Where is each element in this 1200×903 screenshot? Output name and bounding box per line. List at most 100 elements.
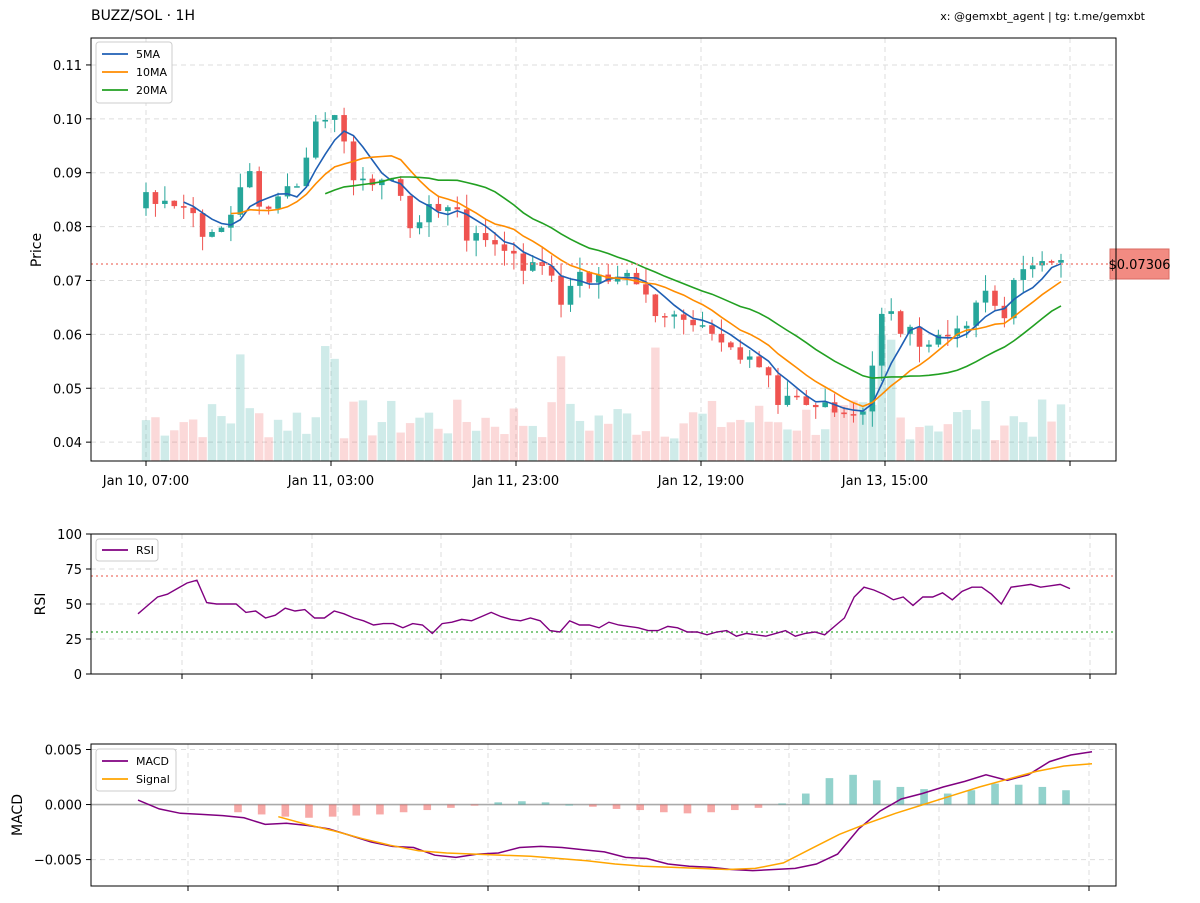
price-legend-label-2: 20MA bbox=[136, 84, 167, 97]
volume-bar-65 bbox=[754, 405, 764, 461]
candle-body-7 bbox=[209, 231, 215, 237]
volume-bar-31 bbox=[434, 428, 443, 461]
volume-bar-76 bbox=[858, 402, 868, 461]
candle-body-16 bbox=[294, 186, 300, 188]
candle-body-28 bbox=[407, 195, 413, 229]
volume-bar-77 bbox=[868, 404, 877, 461]
candle-body-58 bbox=[690, 319, 696, 326]
candle-body-36 bbox=[482, 233, 489, 241]
price-ytick-label-7: 0.11 bbox=[53, 59, 82, 74]
current-price-label: $0.07306 bbox=[1108, 258, 1170, 273]
macd-ytick-label-2: 0.005 bbox=[45, 744, 82, 759]
candle-body-11 bbox=[246, 171, 253, 188]
volume-bar-61 bbox=[717, 426, 726, 461]
candle-body-24 bbox=[369, 178, 376, 186]
volume-bar-95 bbox=[1037, 399, 1047, 461]
macd-hist-bar-15 bbox=[589, 804, 597, 807]
candle-body-14 bbox=[275, 196, 281, 209]
price-legend-box bbox=[95, 41, 173, 104]
macd-hist-bar-4 bbox=[328, 804, 337, 817]
volume-bar-12 bbox=[254, 413, 264, 461]
candle-body-47 bbox=[586, 271, 593, 283]
macd-hist-bar-26 bbox=[849, 774, 857, 805]
volume-bar-37 bbox=[490, 426, 500, 461]
ma5-line bbox=[183, 130, 1062, 412]
macd-hist-bar-5 bbox=[352, 804, 361, 816]
candle-body-83 bbox=[926, 344, 932, 347]
candle-body-1 bbox=[152, 192, 159, 204]
volume-bar-96 bbox=[1047, 421, 1056, 461]
volume-bar-54 bbox=[651, 347, 660, 461]
macd-hist-bar-28 bbox=[896, 786, 905, 805]
volume-bar-28 bbox=[405, 423, 415, 461]
candle-body-87 bbox=[963, 325, 970, 329]
macd-hist-bar-12 bbox=[518, 801, 526, 805]
candle-body-50 bbox=[614, 276, 621, 282]
volume-bar-63 bbox=[736, 419, 745, 461]
candle-body-40 bbox=[520, 253, 527, 271]
volume-bar-24 bbox=[368, 435, 377, 461]
candle-body-6 bbox=[199, 213, 206, 237]
macd-line bbox=[137, 750, 1093, 872]
volume-bar-56 bbox=[670, 438, 679, 461]
rsi-line bbox=[137, 579, 1071, 637]
candle-body-82 bbox=[916, 326, 923, 347]
volume-bar-7 bbox=[207, 404, 217, 461]
macd-ytick-label-1: 0.000 bbox=[45, 799, 82, 814]
price-ytick-label-1: 0.05 bbox=[53, 382, 82, 397]
volume-bar-71 bbox=[811, 434, 820, 461]
rsi-ytick-label-2: 50 bbox=[65, 598, 82, 613]
macd-hist-bar-25 bbox=[825, 778, 834, 805]
price-legend-label-0: 5MA bbox=[136, 48, 160, 61]
candle-body-41 bbox=[529, 262, 536, 271]
volume-bar-74 bbox=[839, 404, 849, 461]
volume-bar-3 bbox=[170, 430, 179, 461]
volume-bar-70 bbox=[802, 409, 811, 461]
macd-hist-bar-24 bbox=[801, 793, 810, 805]
volume-bar-51 bbox=[622, 413, 632, 461]
candle-body-67 bbox=[775, 375, 781, 405]
volume-bar-45 bbox=[566, 403, 575, 461]
candle-body-30 bbox=[426, 203, 432, 223]
candle-body-54 bbox=[652, 294, 659, 317]
macd-hist-bar-10 bbox=[470, 804, 479, 806]
rsi-ytick-label-0: 0 bbox=[74, 668, 82, 683]
volume-bar-15 bbox=[283, 430, 292, 461]
candle-body-23 bbox=[360, 178, 366, 181]
macd-ytick-label-0: −0.005 bbox=[34, 854, 82, 869]
macd-hist-bar-19 bbox=[683, 804, 692, 814]
candle-body-0 bbox=[143, 192, 149, 209]
volume-bar-64 bbox=[745, 422, 754, 461]
candle-body-66 bbox=[765, 367, 772, 376]
volume-bar-36 bbox=[481, 417, 490, 461]
candle-body-80 bbox=[897, 311, 904, 334]
volume-bar-18 bbox=[311, 417, 320, 461]
candle-body-56 bbox=[671, 314, 678, 317]
volume-bar-55 bbox=[660, 436, 670, 461]
candle-body-65 bbox=[756, 356, 762, 368]
candle-body-20 bbox=[331, 115, 338, 120]
macd-hist-bar-18 bbox=[660, 804, 668, 813]
volume-bar-11 bbox=[245, 408, 254, 461]
volume-bar-67 bbox=[773, 422, 783, 461]
volume-bar-41 bbox=[528, 425, 537, 461]
volume-bar-30 bbox=[424, 412, 434, 461]
price-ytick-label-6: 0.10 bbox=[53, 113, 82, 128]
candle-body-43 bbox=[548, 265, 555, 276]
macd-hist-bar-17 bbox=[636, 804, 644, 811]
candle-body-12 bbox=[256, 171, 262, 207]
candle-body-55 bbox=[662, 316, 668, 318]
candle-body-97 bbox=[1058, 260, 1064, 263]
volume-bar-66 bbox=[764, 421, 773, 461]
volume-bar-73 bbox=[830, 408, 839, 461]
price-ytick-label-5: 0.09 bbox=[53, 167, 82, 182]
volume-bar-21 bbox=[339, 438, 349, 461]
volume-bar-90 bbox=[990, 440, 1000, 461]
macd-hist-bar-11 bbox=[494, 802, 503, 805]
volume-bar-25 bbox=[377, 422, 387, 461]
macd-hist-bar-16 bbox=[612, 804, 621, 809]
candle-body-96 bbox=[1048, 261, 1055, 263]
candle-body-51 bbox=[624, 272, 630, 277]
volume-bar-53 bbox=[641, 431, 651, 461]
